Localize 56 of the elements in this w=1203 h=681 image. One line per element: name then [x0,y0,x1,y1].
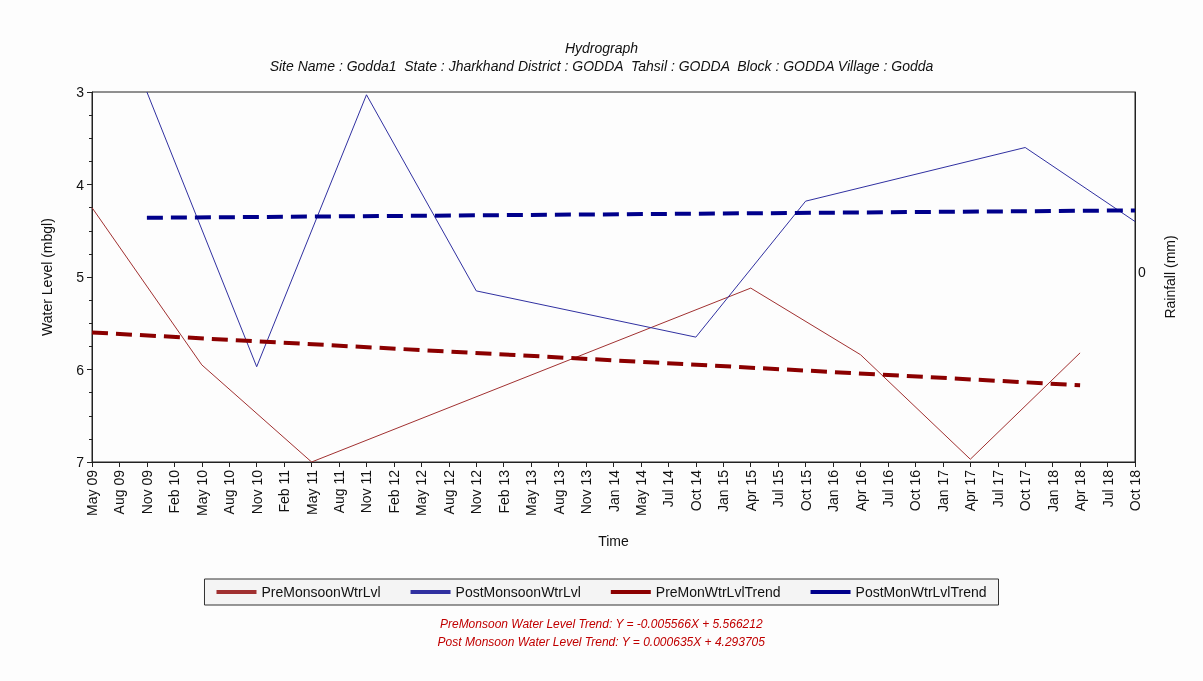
y-tick-label: 6 [76,361,85,378]
legend-label: PreMonsoonWtrLvl [261,584,381,600]
y-tick-label: 3 [76,84,85,100]
x-tick-label: Oct 15 [797,469,814,512]
x-tick-label: Oct 18 [1127,469,1143,512]
x-tick-label: Jan 16 [825,469,842,513]
x-tick-label: Nov 10 [248,469,265,515]
y-tick-label: 4 [76,176,85,193]
x-tick-label: Oct 14 [687,469,704,512]
x-tick-label: Nov 12 [468,469,485,515]
y-tick-label: 5 [76,269,85,285]
chart-title: Hydrograph [564,40,639,56]
legend-label: PreMonWtrLvlTrend [655,584,781,600]
x-tick-label: May 12 [413,469,430,516]
x-tick-label: Jul 16 [879,469,896,508]
x-tick-label: May 13 [523,469,540,516]
y-tick-label: 7 [76,454,85,470]
x-tick-label: Feb 11 [276,469,293,513]
x-tick-label: Oct 17 [1017,469,1034,512]
y2-axis-title: Rainfall (mm) [1162,235,1178,319]
x-tick-label: Nov 11 [358,469,375,514]
legend-label: PostMonsoonWtrLvl [455,584,581,600]
x-tick-label: Aug 13 [550,469,567,515]
x-tick-label: Feb 10 [166,469,183,514]
x-tick-label: Aug 09 [111,469,128,515]
x-tick-label: Aug 12 [440,469,457,515]
y-axis-title: Water Level (mbgl) [39,218,55,336]
x-tick-label: May 14 [632,469,649,516]
chart-subtitle: Site Name : Godda1 State : Jharkhand District : GODDA Tahsil : GODDA Block : GODDA Village : Godda [269,58,934,74]
legend-label: PostMonWtrLvlTrend [855,584,987,600]
x-tick-label: Jul 18 [1099,469,1116,508]
x-tick-label: Aug 10 [221,469,238,515]
x-tick-label: Apr 16 [852,469,869,512]
text: Post Monsoon Water Level Trend: Y = 0.000635X + 4.293705 [437,635,766,649]
x-tick-label: May 10 [193,469,210,516]
x-tick-label: Feb 13 [495,469,512,514]
x-tick-label: Aug 11 [331,469,348,514]
x-tick-label: Apr 15 [742,469,759,512]
x-tick-label: Apr 18 [1072,469,1089,512]
x-tick-label: Jan 14 [605,469,622,513]
x-tick-label: Nov 13 [578,469,595,515]
x-tick-label: Nov 09 [138,469,155,515]
x-tick-label: Jul 15 [770,469,787,508]
x-tick-label: Oct 16 [907,469,924,512]
x-tick-label: May 09 [84,469,100,516]
x-tick-label: Jan 18 [1044,469,1061,513]
text: PreMonsoon Water Level Trend: Y = -0.005566X + 5.566212 [439,617,763,631]
x-axis-title: Time [598,533,630,549]
x-tick-label: May 11 [303,469,320,515]
x-tick-label: Apr 17 [962,469,979,512]
x-tick-label: Jan 17 [934,469,951,513]
text: 0 [1138,264,1146,280]
x-tick-label: Jan 15 [715,469,732,513]
x-tick-label: Jul 14 [660,469,677,508]
x-tick-label: Feb 12 [385,469,402,514]
x-tick-label: Jul 17 [989,469,1006,508]
